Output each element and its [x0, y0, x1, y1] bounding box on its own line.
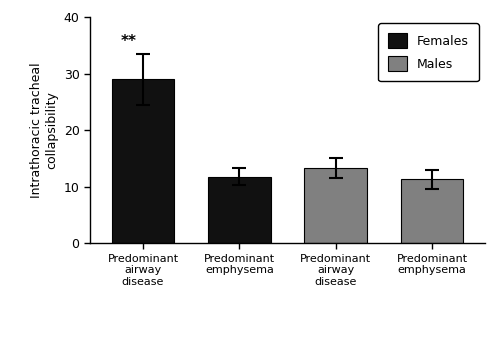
Y-axis label: Intrathoracic tracheal
collapsibility: Intrathoracic tracheal collapsibility [30, 62, 58, 198]
Legend: Females, Males: Females, Males [378, 23, 479, 81]
Bar [112, 79, 174, 243]
Text: **: ** [120, 34, 136, 49]
Bar [208, 176, 270, 243]
Bar [304, 168, 367, 243]
Bar [400, 179, 464, 243]
